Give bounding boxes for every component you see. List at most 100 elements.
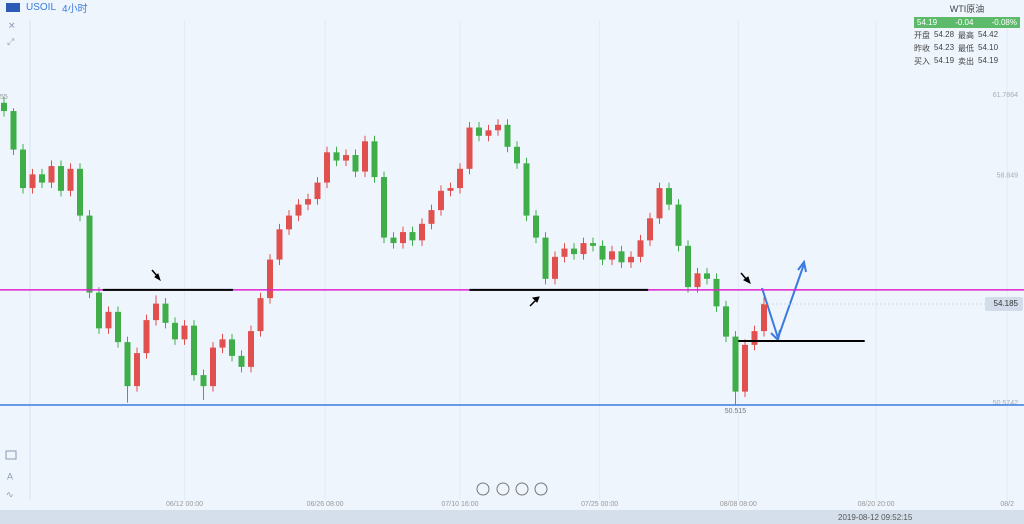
logo	[6, 2, 20, 12]
x-tick-label: 06/12 00:00	[166, 501, 203, 508]
candle-body	[542, 237, 549, 279]
candle-body	[238, 355, 245, 367]
quote-rows: 开盘 54.28 最高 54.42 昨收 54.23 最低 54.10 买入 54.19 卖出 54.…	[914, 30, 1020, 67]
svg-text:A: A	[7, 471, 13, 481]
candle-body	[86, 215, 93, 293]
candle-body	[628, 256, 634, 263]
quote-value: 54.19	[934, 56, 955, 65]
candle-body	[20, 149, 26, 189]
arrows	[151, 269, 751, 307]
candle-body	[267, 259, 273, 299]
candle-body	[666, 188, 672, 205]
candle-body	[590, 243, 596, 246]
quote-value: 54.19	[978, 56, 999, 65]
candle-body	[409, 232, 416, 241]
candle-body	[29, 174, 36, 189]
candle-body	[704, 273, 710, 279]
candle-body	[124, 342, 131, 387]
projection-arrows	[761, 259, 807, 343]
candle-body	[200, 375, 207, 387]
candle-body	[428, 210, 435, 224]
svg-text:⤢: ⤢	[6, 36, 14, 46]
x-tick-label: 08/08 08:00	[720, 501, 757, 508]
candle-body	[1, 102, 7, 112]
candle-body	[352, 155, 359, 172]
candle-body	[305, 199, 311, 205]
candle-body	[248, 331, 254, 367]
quote-key: 卖出	[958, 57, 975, 66]
quote-row: 昨收 54.23 最低 54.10	[914, 43, 1020, 54]
candle-body	[476, 127, 482, 136]
candle-body	[276, 229, 283, 260]
y-tick-label: 50.5742	[993, 400, 1018, 407]
candle-body	[143, 320, 150, 354]
chart-bg	[0, 0, 1024, 510]
interval[interactable]: 4小时	[62, 3, 88, 15]
candle-body	[419, 223, 425, 241]
candle-body	[58, 166, 64, 191]
candle-body	[314, 182, 321, 200]
candle-body	[105, 311, 112, 329]
quote-price-row: 54.19 -0.04 -0.08%	[914, 17, 1020, 28]
candle-body	[162, 303, 169, 323]
candle-body	[371, 141, 378, 178]
candle-body	[675, 204, 682, 246]
candle-body	[134, 353, 140, 387]
candle-body	[552, 256, 558, 279]
candle-body	[286, 215, 292, 230]
quote-key: 开盘	[914, 31, 930, 40]
candle-body	[523, 163, 530, 216]
candle-body	[761, 303, 767, 332]
candle-body	[229, 339, 235, 356]
x-tick-label: 07/10 16:00	[442, 501, 479, 508]
candle-body	[219, 339, 226, 348]
svg-text:∿: ∿	[6, 489, 14, 499]
x-tick-label: 07/25 00:00	[581, 501, 618, 508]
candle-body	[48, 166, 55, 183]
candle-body	[333, 152, 340, 161]
candle-body	[637, 240, 644, 257]
candle-body	[713, 278, 720, 307]
candle-body	[96, 292, 102, 329]
x-tick-label: 06/26 08:00	[307, 501, 344, 508]
candle-body	[599, 245, 606, 260]
candle-body	[457, 168, 463, 189]
quote-value: 54.42	[978, 30, 999, 39]
candle-body	[609, 251, 615, 260]
candle-body	[172, 322, 178, 340]
quote-key: 最低	[958, 44, 975, 53]
candle-body	[751, 331, 758, 345]
price: 54.19	[917, 18, 938, 27]
price-tag-label: 54.185	[994, 299, 1019, 308]
candle-body	[447, 188, 454, 191]
candle-body	[647, 218, 653, 241]
candle-body	[390, 237, 397, 244]
candle-body	[466, 127, 473, 169]
candle-body	[571, 248, 577, 255]
candle-body	[742, 344, 748, 392]
candle-body	[77, 168, 83, 216]
svg-text:✕: ✕	[8, 20, 16, 30]
zoom-controls[interactable]	[476, 482, 548, 496]
candle-body	[191, 325, 197, 376]
header: USOIL 4小时	[0, 0, 88, 15]
candle-body	[210, 347, 216, 387]
symbol[interactable]: USOIL	[26, 1, 57, 13]
candle-body	[618, 251, 625, 263]
quote-row: 开盘 54.28 最高 54.42	[914, 30, 1020, 41]
candle-body	[295, 204, 302, 216]
candle-body	[561, 248, 568, 257]
candle-body	[495, 124, 501, 131]
candle-body	[685, 245, 691, 288]
datetime: 2019-08-12 09:52:15	[838, 513, 913, 522]
candle-body	[732, 336, 739, 392]
candle-body	[580, 243, 587, 255]
candle-body	[400, 232, 406, 244]
quote-panel: WTI原油 54.19 -0.04 -0.08% 开盘 54.28 最高 54.42 昨…	[914, 2, 1020, 67]
candle-body	[257, 298, 264, 332]
change: -0.04	[955, 18, 974, 27]
candle-body	[381, 177, 387, 238]
quote-key: 最高	[958, 31, 975, 40]
x-tick-label: 08/2	[1000, 501, 1014, 508]
